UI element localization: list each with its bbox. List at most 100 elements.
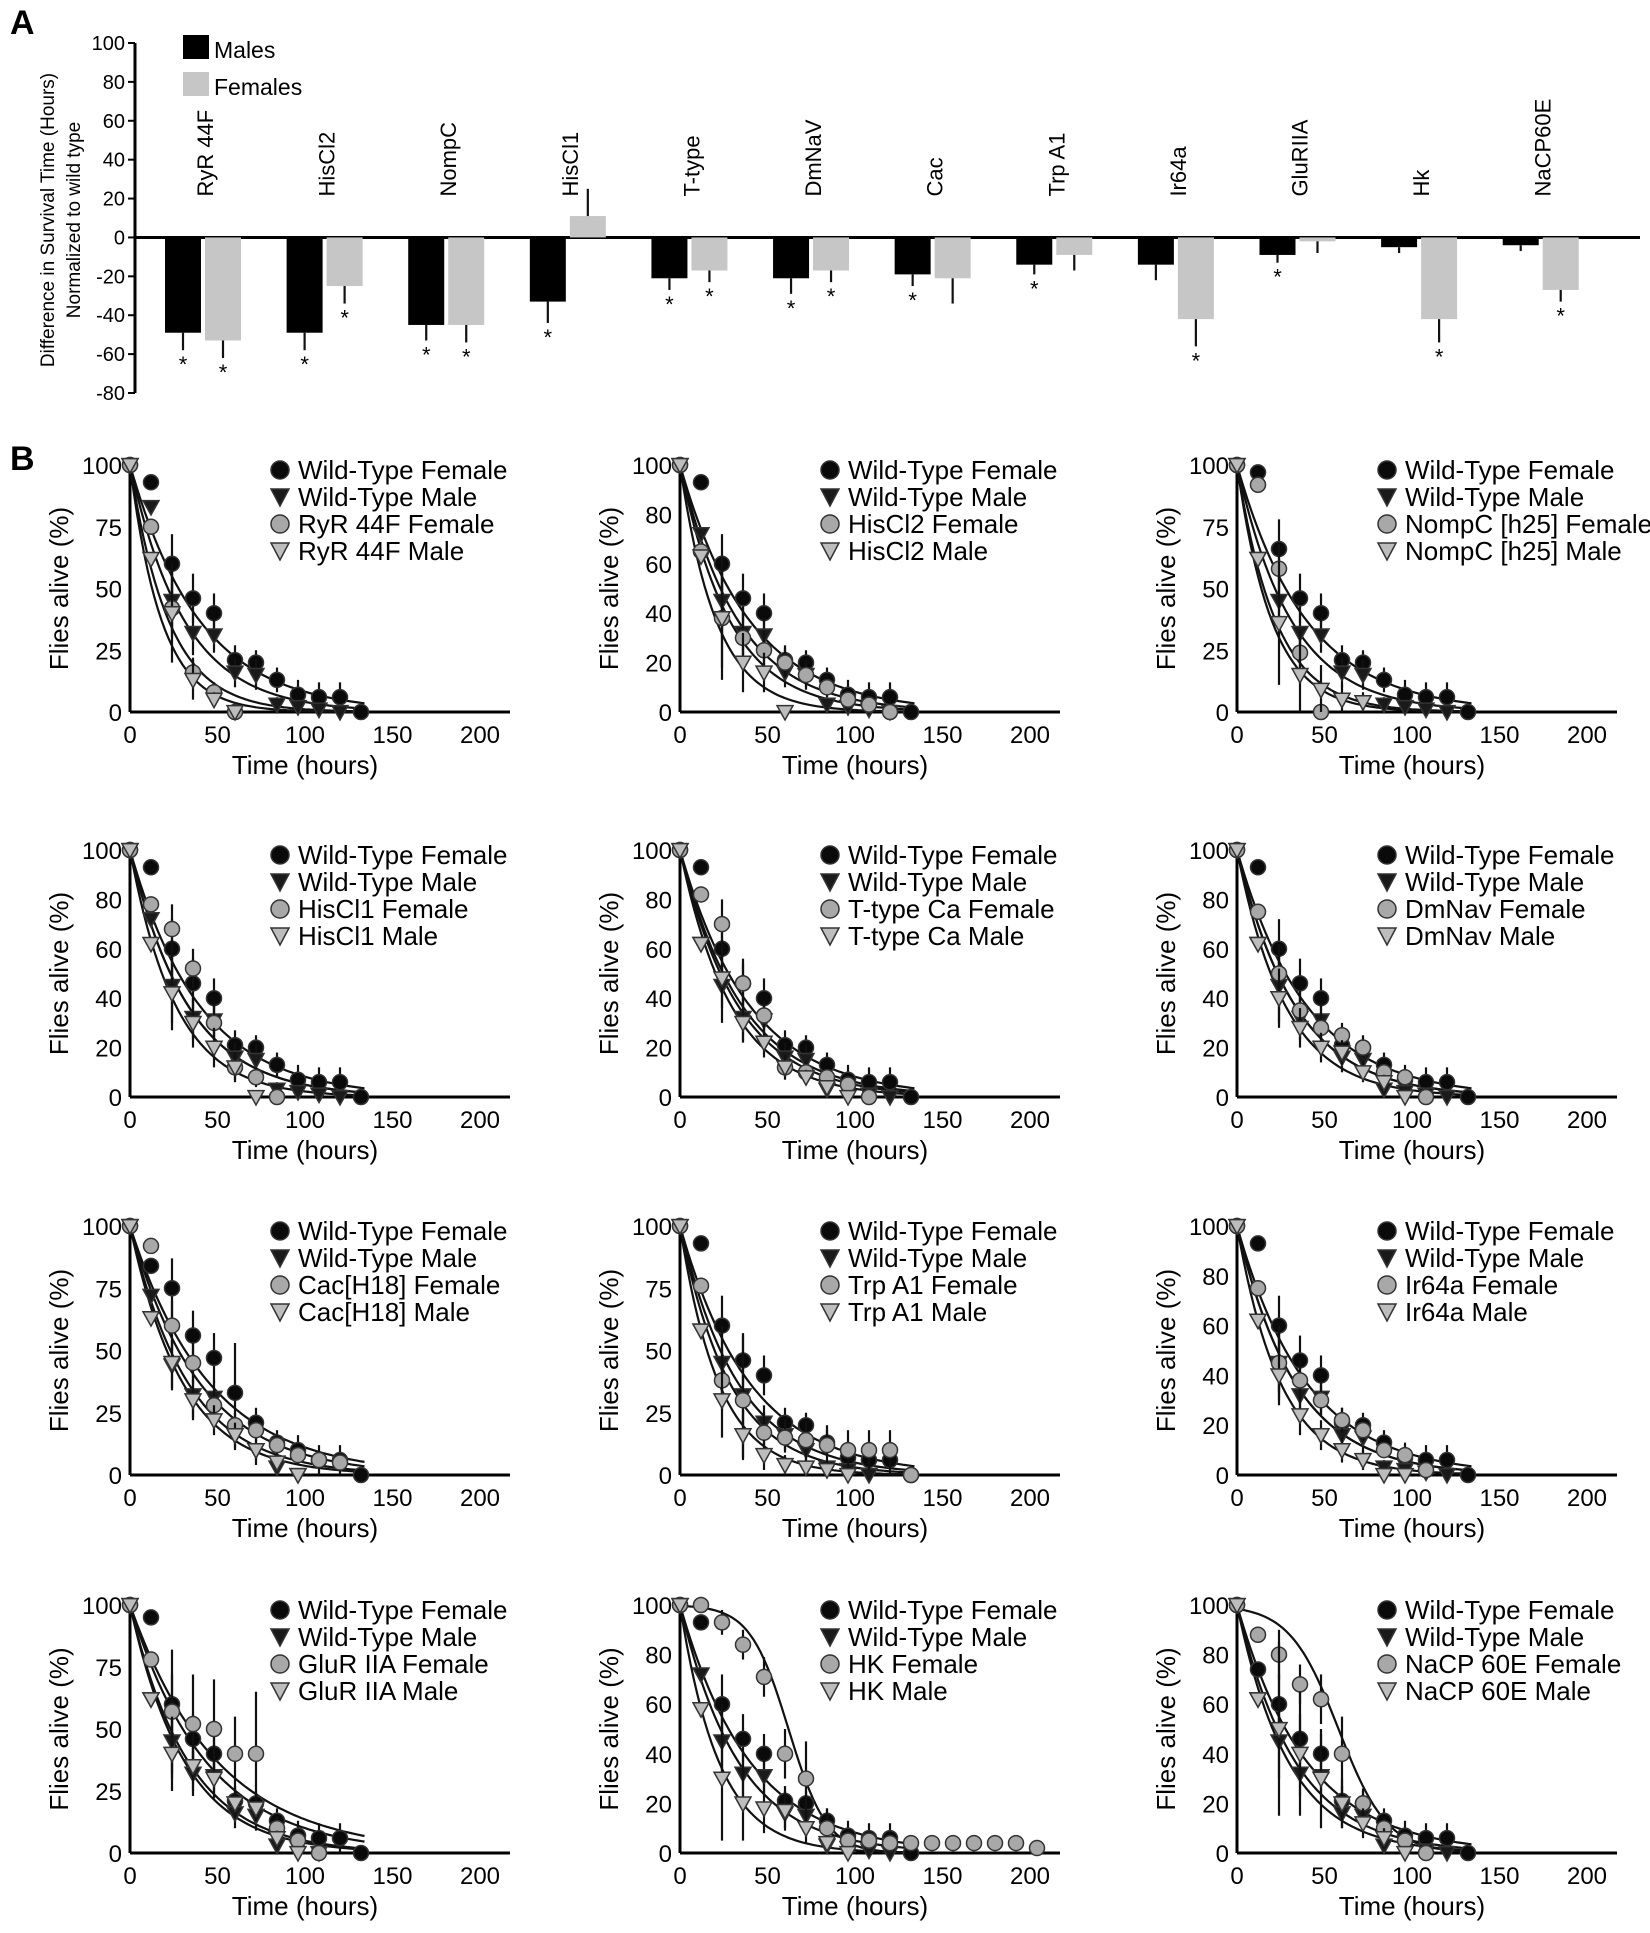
data-point-mut-male: [1395, 1089, 1415, 1107]
legend-swatch-females: [183, 72, 209, 96]
y-tick-label: 0: [659, 700, 672, 727]
data-point-mut-female: [268, 1088, 286, 1106]
data-point-mut-female: [797, 1770, 815, 1787]
data-point-wt-male: [1332, 665, 1352, 683]
legend-label: Trp A1 Male: [848, 1297, 987, 1327]
data-point-mut-female: [142, 896, 160, 913]
y-tick-label: -60: [96, 344, 125, 366]
bar-male-nompc: [408, 237, 445, 325]
legend-label: NaCP 60E Female: [1405, 1649, 1621, 1679]
x-tick-label: 50: [204, 722, 231, 749]
y-tick-label: 100: [92, 33, 125, 55]
data-point-mut-female: [184, 1354, 202, 1372]
data-point-mut-male: [712, 610, 732, 628]
legend-label: Wild-Type Male: [1405, 482, 1584, 512]
legend-marker: [270, 1654, 290, 1674]
data-point-mut-male: [733, 1015, 753, 1033]
legend-marker: [1376, 542, 1398, 562]
data-point-mut-male: [754, 1801, 774, 1818]
data-point-mut-male: [691, 936, 711, 954]
x-tick-label: 0: [673, 1107, 686, 1134]
x-tick-label: 200: [1567, 722, 1607, 749]
legend-marker: [1377, 514, 1397, 534]
data-point-wt-male: [817, 697, 837, 715]
data-point-wt-female: [352, 1844, 370, 1862]
data-point-mut-male: [1248, 1313, 1268, 1331]
data-point-mut-male: [1374, 1830, 1394, 1848]
fit-curve-wt-male: [128, 1225, 365, 1472]
data-point-wt-female: [226, 1384, 244, 1402]
data-point-mut-male: [141, 551, 161, 569]
data-point-mut-male: [120, 1218, 140, 1236]
data-point-mut-female: [923, 1834, 941, 1852]
data-point-wt-male: [691, 1667, 711, 1684]
data-point-mut-female: [184, 960, 202, 977]
data-point-mut-female: [797, 666, 815, 684]
data-point-mut-female: [1028, 1839, 1046, 1857]
data-point-wt-male: [204, 628, 224, 645]
y-tick-label: 20: [1202, 1036, 1229, 1063]
significance-star: *: [422, 343, 431, 368]
data-point-mut-female: [776, 654, 794, 671]
legend-label: GluR IIA Male: [298, 1676, 458, 1706]
x-tick-label: 150: [1479, 1863, 1519, 1890]
data-point-mut-male: [225, 1060, 245, 1077]
data-point-wt-female: [331, 1073, 349, 1091]
legend-label: Wild-Type Female: [298, 455, 508, 485]
x-tick-label: 150: [372, 1485, 412, 1512]
data-point-mut-male: [1269, 1368, 1289, 1385]
y-tick-label: 60: [1202, 1314, 1229, 1341]
data-point-mut-male: [1248, 936, 1268, 954]
x-tick-label: 200: [1567, 1485, 1607, 1512]
y-tick-label: 75: [95, 1276, 122, 1303]
category-label: RyR 44F: [193, 110, 218, 197]
data-point-mut-male: [120, 842, 140, 860]
data-point-mut-female: [1291, 1372, 1309, 1389]
legend-marker: [269, 927, 291, 947]
category-label: Hk: [1409, 169, 1434, 197]
y-tick-label: 75: [95, 1655, 122, 1682]
x-tick-label: 50: [204, 1485, 231, 1512]
data-point-mut-male: [267, 1455, 287, 1473]
y-tick-label: 0: [659, 1085, 672, 1112]
bar-male-nacp60e: [1502, 237, 1539, 246]
data-point-wt-male: [309, 702, 329, 720]
data-point-wt-female: [1249, 1661, 1267, 1678]
legend-label: Cac[H18] Female: [298, 1270, 500, 1300]
data-point-mut-male: [691, 1702, 711, 1719]
y-tick-label: 100: [632, 1214, 672, 1241]
data-point-mut-male: [1353, 694, 1373, 712]
data-point-mut-female: [268, 1436, 286, 1454]
x-tick-label: 100: [285, 1485, 325, 1512]
y-axis-title: Flies alive (%): [1151, 507, 1181, 670]
legend-marker: [819, 1249, 841, 1269]
legend-label: Wild-Type Female: [848, 455, 1058, 485]
x-tick-label: 100: [1392, 722, 1432, 749]
data-point-wt-male: [141, 499, 161, 517]
y-tick-label: 100: [82, 838, 122, 865]
legend-label: Cac[H18] Male: [298, 1297, 470, 1327]
legend-marker: [1377, 845, 1397, 865]
data-point-wt-female: [1459, 1088, 1477, 1106]
data-point-mut-female: [797, 1431, 815, 1449]
data-point-wt-female: [352, 1466, 370, 1484]
y-tick-label: 40: [95, 986, 122, 1013]
data-point-wt-female: [902, 1088, 920, 1106]
data-point-mut-male: [141, 936, 161, 954]
legend-label: Wild-Type Male: [298, 1622, 477, 1652]
y-tick-label: 60: [645, 937, 672, 964]
y-tick-label: 60: [1202, 937, 1229, 964]
data-point-mut-male: [225, 1428, 245, 1445]
y-tick-label: 40: [645, 986, 672, 1013]
y-tick-label: 60: [103, 111, 125, 133]
data-point-wt-male: [330, 704, 350, 722]
significance-star: *: [705, 284, 714, 309]
x-tick-label: 150: [922, 1863, 962, 1890]
data-point-mut-female: [734, 1392, 752, 1409]
y-tick-label: 50: [95, 577, 122, 604]
data-point-mut-male: [796, 1460, 816, 1478]
data-point-wt-female: [142, 859, 160, 876]
legend-label: Wild-Type Male: [848, 1243, 1027, 1273]
y-tick-label: 25: [1202, 638, 1229, 665]
data-point-wt-female: [142, 1609, 160, 1626]
